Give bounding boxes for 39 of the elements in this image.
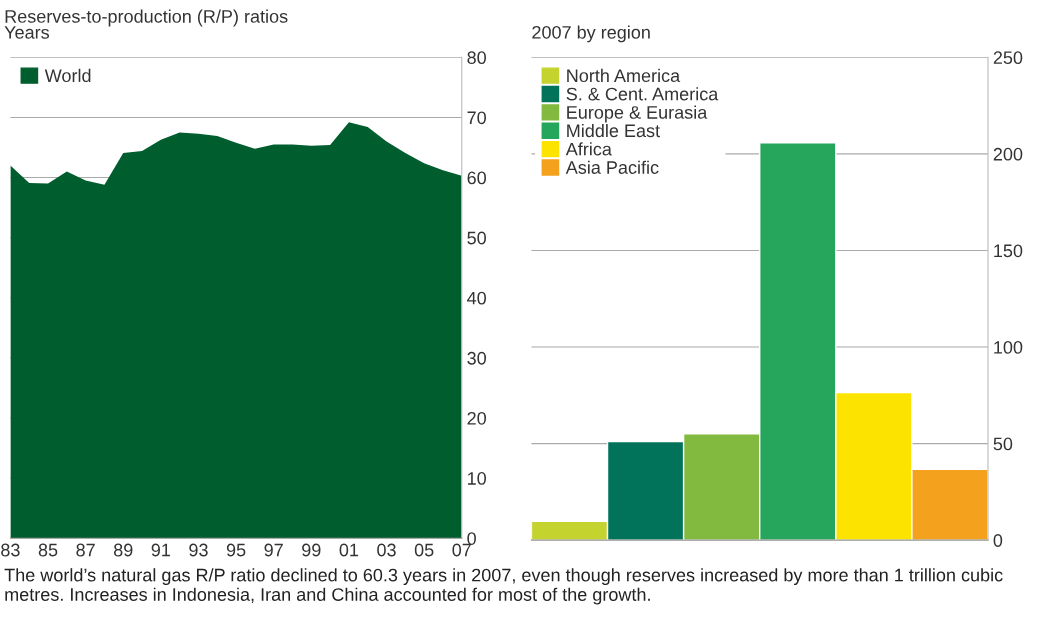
y-tick-label: 100 [994,340,1023,354]
legend-label: Africa [565,142,612,156]
y-tick-label: 50 [467,231,486,245]
y-tick-label: 60 [467,171,486,185]
y-tick-label: 20 [467,411,486,425]
x-tick-label: 03 [377,543,396,557]
chart-title: Reserves-to-production (R/P) ratios [5,9,288,27]
y-tick-label: 150 [994,244,1023,258]
chart-title: 2007 by region [532,25,650,43]
y-tick-label: 0 [993,534,1003,547]
x-tick-label: 99 [302,543,321,557]
x-tick-label: 89 [113,543,133,557]
x-tick-label: 07 [452,543,471,557]
y-tick-label: 0 [467,532,476,545]
legend-label: World [44,68,91,83]
legend-label: S. & Cent. America [566,87,719,101]
x-tick-label: 83 [1,543,20,557]
x-tick-label: 91 [151,543,171,557]
y-tick-label: 250 [993,51,1023,65]
text: The world’s natural gas R/P ratio declined to 60.3 years in 2007, even though reserves increased by more than 1 trillion cubic metres. Increases in Indonesia, Iran and China accounted for most of the growth. [4,568,1003,605]
y-axis-title: Years [4,26,50,39]
y-tick-label: 200 [993,147,1023,161]
y-tick-label: 40 [467,291,486,305]
y-tick-label: 80 [467,51,486,65]
x-tick-label: 93 [189,543,208,557]
y-tick-label: 30 [467,351,486,365]
y-tick-label: 50 [993,437,1013,451]
x-tick-label: 05 [414,543,434,557]
legend-label: Middle East [567,123,660,138]
x-tick-label: 85 [38,543,58,557]
y-tick-label: 70 [467,111,486,125]
x-tick-label: 95 [226,543,246,557]
legend-label: Asia Pacific [565,160,659,174]
x-tick-label: 97 [264,543,283,557]
y-tick-label: 10 [468,472,486,485]
legend-label: Europe & Eurasia [567,105,708,123]
x-tick-label: 01 [339,543,359,557]
x-tick-label: 87 [76,543,95,557]
legend-label: North America [567,68,681,83]
